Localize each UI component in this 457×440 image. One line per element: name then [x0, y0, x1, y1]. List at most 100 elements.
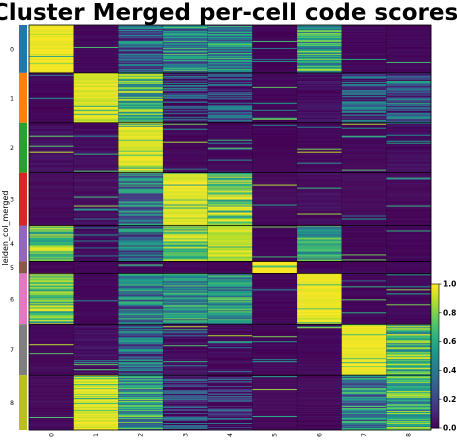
heatmap-cell: [341, 308, 387, 310]
heatmap-cell: [252, 32, 298, 35]
heatmap-cell: [252, 139, 298, 142]
heatmap-cell: [207, 262, 253, 264]
heatmap-cell: [297, 406, 342, 408]
colorbar-segment: [431, 365, 439, 368]
heatmap-cell: [163, 48, 208, 51]
heatmap-cell: [118, 94, 164, 97]
heatmap-cell: [163, 190, 208, 192]
heatmap-cell: [73, 32, 119, 35]
heatmap-cell: [29, 320, 74, 322]
heatmap-cell: [29, 356, 74, 358]
heatmap-cell: [386, 215, 432, 217]
heatmap-cell: [207, 407, 253, 409]
heatmap-cell: [118, 142, 164, 145]
heatmap-cell: [73, 155, 119, 157]
heatmap-cell: [297, 104, 342, 107]
heatmap-cell: [297, 293, 342, 295]
heatmap-cell: [252, 405, 298, 407]
heatmap-cell: [386, 117, 432, 120]
heatmap-cell: [297, 169, 342, 171]
heatmap-cell: [207, 170, 253, 172]
heatmap-cell: [297, 305, 342, 307]
heatmap-cell: [341, 414, 387, 416]
heatmap-cell: [252, 222, 298, 224]
heatmap-cell: [207, 175, 253, 177]
heatmap-cell: [29, 255, 74, 257]
heatmap-cell: [341, 372, 387, 374]
heatmap-cell: [29, 40, 74, 43]
heatmap-cell: [118, 138, 164, 141]
heatmap-cell: [118, 356, 164, 358]
heatmap-cell: [73, 95, 119, 98]
heatmap-cell: [207, 25, 253, 27]
heatmap-cell: [118, 212, 164, 214]
heatmap-cell: [252, 151, 298, 153]
heatmap-cell: [163, 343, 208, 345]
heatmap-cell: [118, 358, 164, 360]
heatmap-cell: [341, 39, 387, 42]
heatmap-cell: [297, 278, 342, 280]
heatmap-cell: [341, 215, 387, 217]
heatmap-cell: [163, 92, 208, 95]
heatmap-cell: [73, 241, 119, 243]
heatmap-cell: [207, 191, 253, 193]
heatmap-cell: [163, 168, 208, 170]
heatmap-cell: [386, 76, 432, 79]
heatmap-cell: [29, 65, 74, 68]
heatmap-cell: [386, 56, 432, 59]
heatmap-cell: [297, 156, 342, 158]
heatmap-cell: [341, 361, 387, 363]
heatmap-cell: [341, 400, 387, 402]
heatmap-cell: [29, 135, 74, 138]
heatmap-cell: [118, 61, 164, 64]
heatmap-cell: [297, 173, 342, 175]
heatmap-cell: [386, 253, 432, 255]
heatmap-cell: [341, 426, 387, 428]
heatmap-cell: [118, 302, 164, 304]
heatmap-cell: [163, 138, 208, 141]
heatmap-cell: [386, 364, 432, 366]
heatmap-cell: [207, 348, 253, 350]
heatmap-cell: [297, 176, 342, 178]
heatmap-cell: [252, 239, 298, 241]
colorbar-tick-label: 0.4: [443, 366, 456, 375]
heatmap-cell: [386, 164, 432, 166]
heatmap-cell: [341, 29, 387, 32]
heatmap-cell: [163, 371, 208, 373]
heatmap-cell: [252, 403, 298, 405]
heatmap-cell: [207, 320, 253, 322]
heatmap-cell: [73, 60, 119, 63]
heatmap-cell: [29, 257, 74, 259]
heatmap-cell: [341, 147, 387, 149]
heatmap-cell: [341, 280, 387, 282]
heatmap-cell: [207, 267, 253, 269]
heatmap-cell: [163, 329, 208, 331]
heatmap-cell: [118, 52, 164, 55]
heatmap-cell: [252, 186, 298, 188]
heatmap-cell: [207, 148, 253, 150]
heatmap-cell: [73, 38, 119, 41]
heatmap-cell: [118, 158, 164, 160]
heatmap-cell: [341, 106, 387, 109]
heatmap-cell: [207, 418, 253, 420]
heatmap-cell: [118, 135, 164, 138]
heatmap-cell: [29, 130, 74, 133]
heatmap-cell: [163, 348, 208, 350]
heatmap-cell: [73, 181, 119, 183]
heatmap-cell: [29, 312, 74, 314]
heatmap-cell: [118, 66, 164, 69]
heatmap-cell: [163, 95, 208, 98]
heatmap-cell: [29, 379, 74, 381]
heatmap-cell: [252, 275, 298, 277]
heatmap-cell: [163, 324, 208, 326]
heatmap-cell: [297, 395, 342, 397]
heatmap-cell: [163, 176, 208, 178]
heatmap-cell: [297, 166, 342, 168]
heatmap-cell: [341, 316, 387, 318]
heatmap-cell: [386, 288, 432, 290]
heatmap-cell: [207, 127, 253, 130]
heatmap-cell: [386, 250, 432, 252]
heatmap-cell: [29, 160, 74, 162]
heatmap-cell: [118, 86, 164, 89]
heatmap-cell: [252, 200, 298, 202]
